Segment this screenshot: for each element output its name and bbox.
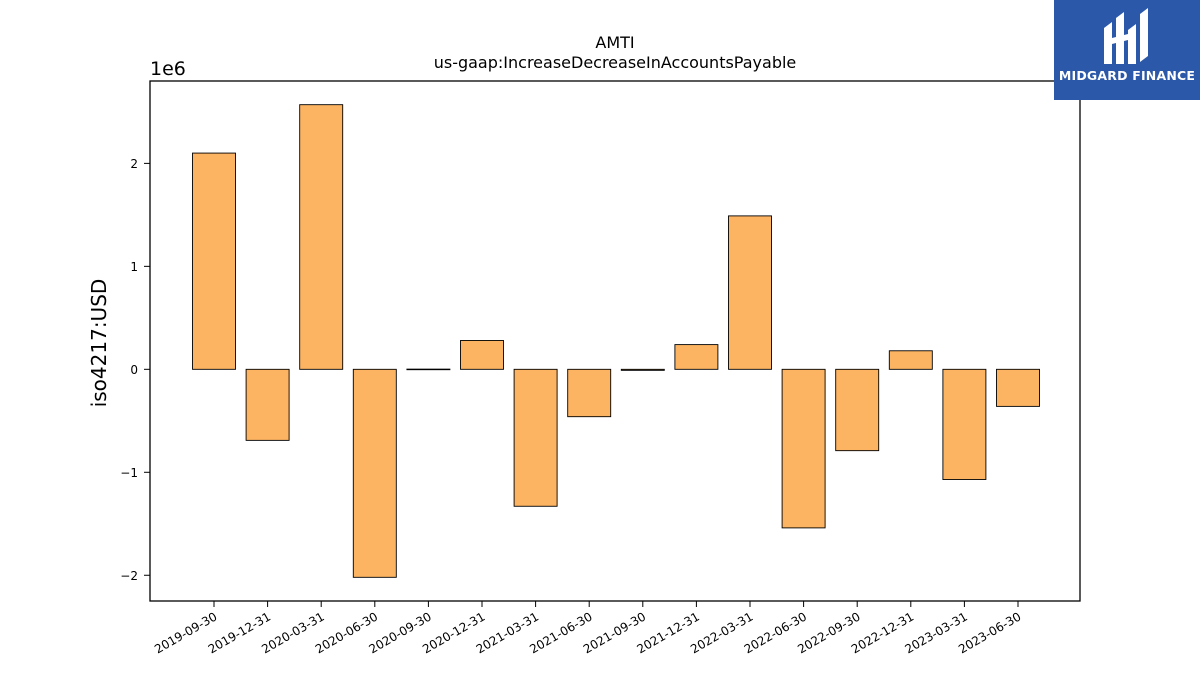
bar-2022-12-31 — [888, 350, 933, 370]
brand-logo: MIDGARD FINANCE — [1054, 0, 1200, 100]
bar-2019-12-31 — [245, 368, 290, 441]
y-axis-label: iso4217:USD — [87, 279, 111, 408]
bar-2021-06-30 — [567, 368, 612, 418]
bar-2019-09-30 — [192, 152, 236, 370]
chart-title: AMTI — [595, 33, 634, 52]
x-axis: 2019-09-302019-12-312020-03-312020-06-30… — [152, 601, 1024, 656]
bar-2023-03-31 — [942, 368, 987, 480]
y-axis: −2 −1 0 1 2 — [120, 157, 150, 583]
bar-2022-09-30 — [835, 368, 880, 452]
midgard-logo-icon — [1104, 8, 1148, 64]
bar-2020-09-30 — [406, 368, 451, 371]
chart-subtitle: us-gaap:IncreaseDecreaseInAccountsPayabl… — [434, 53, 797, 72]
y-tick-label: −1 — [120, 466, 138, 480]
bar-2020-06-30 — [352, 368, 397, 578]
bar-2021-12-31 — [674, 344, 719, 370]
y-scale-label: 1e6 — [150, 58, 186, 80]
y-tick-label: −2 — [120, 569, 138, 583]
brand-name: MIDGARD FINANCE — [1058, 68, 1196, 83]
bar-group — [192, 104, 1040, 578]
plot-frame — [149, 80, 1081, 602]
bar-2021-09-30 — [620, 368, 665, 371]
bar-2022-03-31 — [728, 215, 772, 370]
bar-2022-06-30 — [781, 368, 826, 529]
bar-2023-06-30 — [996, 368, 1040, 407]
bar-2021-03-31 — [513, 368, 558, 507]
y-tick-label: 1 — [130, 260, 138, 274]
bar-2020-12-31 — [460, 340, 504, 370]
bar-2020-03-31 — [299, 104, 344, 370]
y-tick-label: 2 — [130, 157, 138, 171]
y-tick-label: 0 — [130, 363, 138, 377]
